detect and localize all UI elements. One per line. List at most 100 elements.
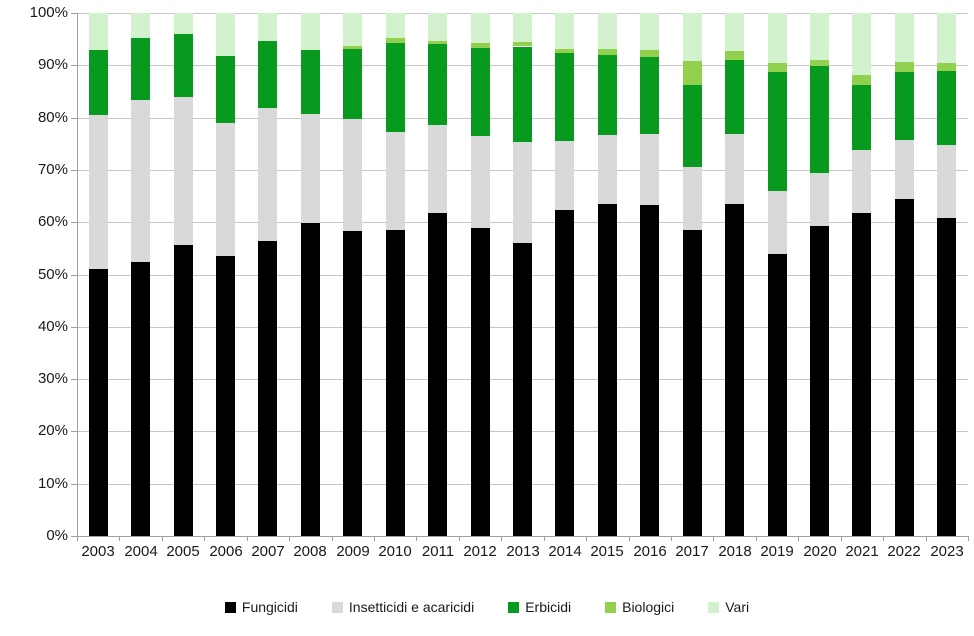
- legend-label: Fungicidi: [241, 599, 298, 615]
- legend-item-insetticidi-e-acaricidi: Insetticidi e acaricidi: [331, 599, 475, 615]
- bar-segment-2015-insetticidi-e-acaricidi: [598, 134, 617, 205]
- x-axis-tick: [713, 536, 714, 541]
- bar-segment-2018-erbicidi: [725, 59, 744, 134]
- bar-segment-2012-insetticidi-e-acaricidi: [471, 135, 490, 228]
- y-axis-tick: [71, 13, 77, 14]
- bar-2015: [598, 13, 617, 536]
- x-axis-tick: [883, 536, 884, 541]
- bar-segment-2009-biologici: [343, 45, 362, 50]
- bar-segment-2007-fungicidi: [258, 241, 277, 536]
- bar-2010: [386, 13, 405, 536]
- x-axis-tick: [374, 536, 375, 541]
- legend-label: Insetticidi e acaricidi: [348, 599, 475, 615]
- bar-segment-2015-biologici: [598, 48, 617, 55]
- bar-segment-2011-insetticidi-e-acaricidi: [428, 124, 447, 213]
- bar-segment-2018-fungicidi: [725, 203, 744, 536]
- bar-segment-2008-erbicidi: [301, 49, 320, 115]
- bar-2021: [852, 13, 871, 536]
- bar-segment-2012-biologici: [471, 42, 490, 49]
- bar-segment-2012-fungicidi: [471, 227, 490, 536]
- y-axis-tick: [71, 118, 77, 119]
- bar-2007: [258, 13, 277, 536]
- bar-segment-2023-insetticidi-e-acaricidi: [937, 144, 956, 218]
- x-axis-label-2015: 2015: [590, 543, 624, 560]
- x-axis-label-2014: 2014: [548, 543, 582, 560]
- bar-segment-2019-biologici: [768, 63, 787, 73]
- bar-segment-2021-vari: [852, 13, 871, 76]
- bar-segment-2022-biologici: [895, 62, 914, 72]
- x-axis-tick: [756, 536, 757, 541]
- x-axis-tick: [416, 536, 417, 541]
- bar-segment-2023-erbicidi: [937, 70, 956, 145]
- bar-segment-2017-vari: [683, 13, 702, 61]
- bar-segment-2003-vari: [89, 13, 108, 50]
- x-axis-label-2007: 2007: [251, 543, 285, 560]
- x-axis-label-2010: 2010: [378, 543, 412, 560]
- x-axis-tick: [968, 536, 969, 541]
- x-axis-tick: [501, 536, 502, 541]
- bar-2023: [937, 13, 956, 536]
- bar-segment-2018-insetticidi-e-acaricidi: [725, 133, 744, 204]
- y-axis-label: 60%: [37, 213, 68, 230]
- bar-segment-2006-fungicidi: [216, 255, 235, 536]
- y-axis-tick: [71, 431, 77, 432]
- bar-segment-2022-vari: [895, 13, 914, 63]
- bar-2019: [768, 13, 787, 536]
- bar-2009: [343, 13, 362, 536]
- bar-segment-2020-insetticidi-e-acaricidi: [810, 172, 829, 226]
- bar-segment-2013-biologici: [513, 42, 532, 47]
- x-axis-tick: [247, 536, 248, 541]
- bar-segment-2005-insetticidi-e-acaricidi: [174, 96, 193, 245]
- x-axis-label-2017: 2017: [675, 543, 709, 560]
- bar-segment-2014-erbicidi: [555, 52, 574, 142]
- legend-item-vari: Vari: [708, 599, 749, 615]
- bar-segment-2010-insetticidi-e-acaricidi: [386, 132, 405, 230]
- x-axis-label-2016: 2016: [633, 543, 667, 560]
- bar-segment-2018-biologici: [725, 50, 744, 60]
- bar-segment-2010-vari: [386, 13, 405, 38]
- bar-2004: [131, 13, 150, 536]
- y-axis-tick: [71, 222, 77, 223]
- bar-segment-2021-fungicidi: [852, 212, 871, 536]
- bar-segment-2021-erbicidi: [852, 85, 871, 151]
- bar-segment-2011-vari: [428, 13, 447, 41]
- bar-segment-2013-insetticidi-e-acaricidi: [513, 141, 532, 243]
- bar-segment-2003-fungicidi: [89, 269, 108, 536]
- bar-2020: [810, 13, 829, 536]
- bar-segment-2023-fungicidi: [937, 217, 956, 536]
- x-axis-tick: [926, 536, 927, 541]
- bar-segment-2005-erbicidi: [174, 33, 193, 97]
- x-axis-label-2023: 2023: [930, 543, 964, 560]
- y-axis-tick: [71, 536, 77, 537]
- bar-segment-2010-biologici: [386, 37, 405, 44]
- bar-segment-2022-insetticidi-e-acaricidi: [895, 140, 914, 199]
- y-axis-label: 10%: [37, 475, 68, 492]
- bar-segment-2013-vari: [513, 13, 532, 43]
- bar-2006: [216, 13, 235, 536]
- bar-segment-2004-fungicidi: [131, 261, 150, 536]
- bar-segment-2017-erbicidi: [683, 85, 702, 168]
- x-axis-label-2020: 2020: [803, 543, 837, 560]
- bar-segment-2022-fungicidi: [895, 198, 914, 536]
- bar-segment-2016-fungicidi: [640, 204, 659, 536]
- bar-segment-2014-insetticidi-e-acaricidi: [555, 141, 574, 210]
- bar-segment-2015-fungicidi: [598, 204, 617, 536]
- bar-segment-2005-vari: [174, 13, 193, 34]
- x-axis-label-2004: 2004: [124, 543, 158, 560]
- bar-segment-2012-vari: [471, 13, 490, 43]
- x-axis-tick: [162, 536, 163, 541]
- x-axis-label-2019: 2019: [760, 543, 794, 560]
- x-axis-label-2022: 2022: [887, 543, 921, 560]
- y-axis-label: 100%: [29, 4, 68, 21]
- bar-2011: [428, 13, 447, 536]
- bar-segment-2015-erbicidi: [598, 54, 617, 135]
- y-axis-tick: [71, 65, 77, 66]
- bar-2012: [471, 13, 490, 536]
- bar-segment-2019-erbicidi: [768, 72, 787, 191]
- bar-segment-2016-biologici: [640, 50, 659, 58]
- bar-segment-2013-erbicidi: [513, 46, 532, 142]
- bar-segment-2017-fungicidi: [683, 230, 702, 536]
- bar-segment-2019-insetticidi-e-acaricidi: [768, 190, 787, 255]
- bar-segment-2009-vari: [343, 13, 362, 46]
